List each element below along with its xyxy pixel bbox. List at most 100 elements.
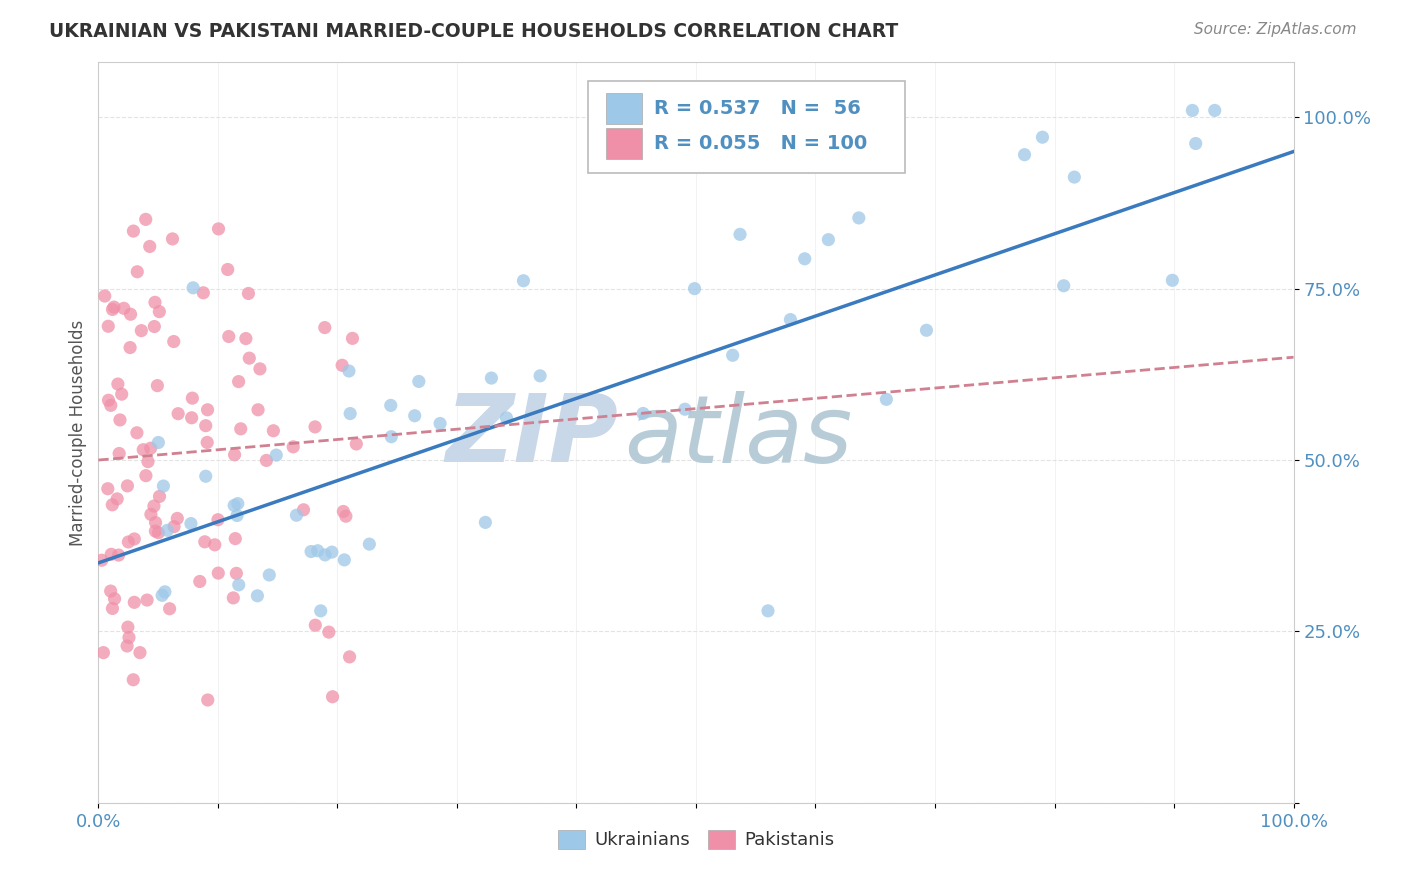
Point: [380, 430, 402, 444]
Text: R = 0.055   N = 100: R = 0.055 N = 100: [654, 134, 868, 153]
Point: [226, 508, 249, 523]
Point: [162, 232, 184, 246]
Point: [285, 508, 308, 523]
Legend: Ukrainians, Pakistanis: Ukrainians, Pakistanis: [551, 823, 841, 856]
Point: [100, 547, 122, 561]
Point: [224, 532, 246, 546]
Point: [229, 422, 252, 436]
Point: [145, 516, 167, 530]
Point: [204, 538, 226, 552]
Point: [747, 132, 769, 146]
Point: [264, 448, 287, 462]
Point: [321, 545, 343, 559]
FancyBboxPatch shape: [589, 81, 905, 173]
Point: [139, 441, 162, 455]
Text: ZIP: ZIP: [446, 391, 619, 483]
Point: [318, 625, 340, 640]
Point: [1063, 170, 1085, 185]
Point: [181, 391, 204, 405]
Point: [817, 233, 839, 247]
Point: [197, 402, 219, 417]
Point: [259, 568, 281, 582]
Point: [163, 334, 186, 349]
Y-axis label: Married-couple Households: Married-couple Households: [69, 319, 87, 546]
Point: [225, 566, 247, 581]
Point: [163, 519, 186, 533]
Point: [314, 548, 336, 562]
Point: [793, 252, 815, 266]
Point: [152, 479, 174, 493]
Text: UKRAINIAN VS PAKISTANI MARRIED-COUPLE HOUSEHOLDS CORRELATION CHART: UKRAINIAN VS PAKISTANI MARRIED-COUPLE HO…: [49, 22, 898, 41]
Point: [103, 591, 125, 606]
Point: [148, 490, 170, 504]
Point: [193, 285, 215, 300]
Point: [136, 455, 159, 469]
Point: [207, 222, 229, 236]
Point: [339, 407, 361, 421]
Point: [101, 498, 124, 512]
Point: [100, 584, 122, 599]
Point: [1184, 136, 1206, 151]
Text: Source: ZipAtlas.com: Source: ZipAtlas.com: [1194, 22, 1357, 37]
Point: [124, 595, 146, 609]
Point: [124, 532, 146, 546]
Point: [142, 499, 165, 513]
Point: [194, 534, 217, 549]
Point: [122, 224, 145, 238]
Point: [111, 387, 134, 401]
Point: [105, 491, 128, 506]
Point: [125, 425, 148, 440]
Point: [150, 588, 173, 602]
Point: [195, 435, 218, 450]
Point: [337, 364, 360, 378]
Point: [380, 398, 402, 412]
Point: [218, 329, 240, 343]
Point: [180, 516, 202, 531]
Point: [107, 377, 129, 392]
Point: [156, 524, 179, 538]
Point: [335, 509, 357, 524]
Point: [143, 295, 166, 310]
Point: [342, 331, 364, 345]
Point: [512, 274, 534, 288]
Point: [93, 646, 115, 660]
Point: [333, 553, 356, 567]
Point: [404, 409, 426, 423]
Point: [101, 302, 124, 317]
Point: [194, 469, 217, 483]
Point: [90, 553, 112, 567]
Point: [262, 424, 284, 438]
Point: [756, 604, 779, 618]
Point: [304, 618, 326, 632]
Point: [101, 601, 124, 615]
Point: [122, 673, 145, 687]
Point: [167, 407, 190, 421]
Point: [148, 525, 170, 540]
Point: [132, 442, 155, 457]
Point: [120, 341, 142, 355]
Point: [180, 410, 202, 425]
Point: [217, 262, 239, 277]
Point: [307, 543, 329, 558]
Point: [166, 511, 188, 525]
Point: [148, 435, 170, 450]
Point: [332, 504, 354, 518]
Point: [159, 601, 181, 615]
Point: [118, 631, 141, 645]
Point: [145, 524, 167, 538]
Point: [249, 362, 271, 376]
Point: [1053, 278, 1076, 293]
Point: [135, 468, 157, 483]
Point: [129, 646, 152, 660]
Point: [339, 649, 361, 664]
Point: [224, 499, 246, 513]
Point: [107, 548, 129, 562]
Point: [359, 537, 381, 551]
Point: [429, 417, 451, 431]
Point: [100, 398, 122, 412]
Point: [228, 578, 250, 592]
Point: [222, 591, 245, 605]
Point: [112, 301, 135, 316]
Point: [1031, 130, 1053, 145]
Point: [148, 304, 170, 318]
